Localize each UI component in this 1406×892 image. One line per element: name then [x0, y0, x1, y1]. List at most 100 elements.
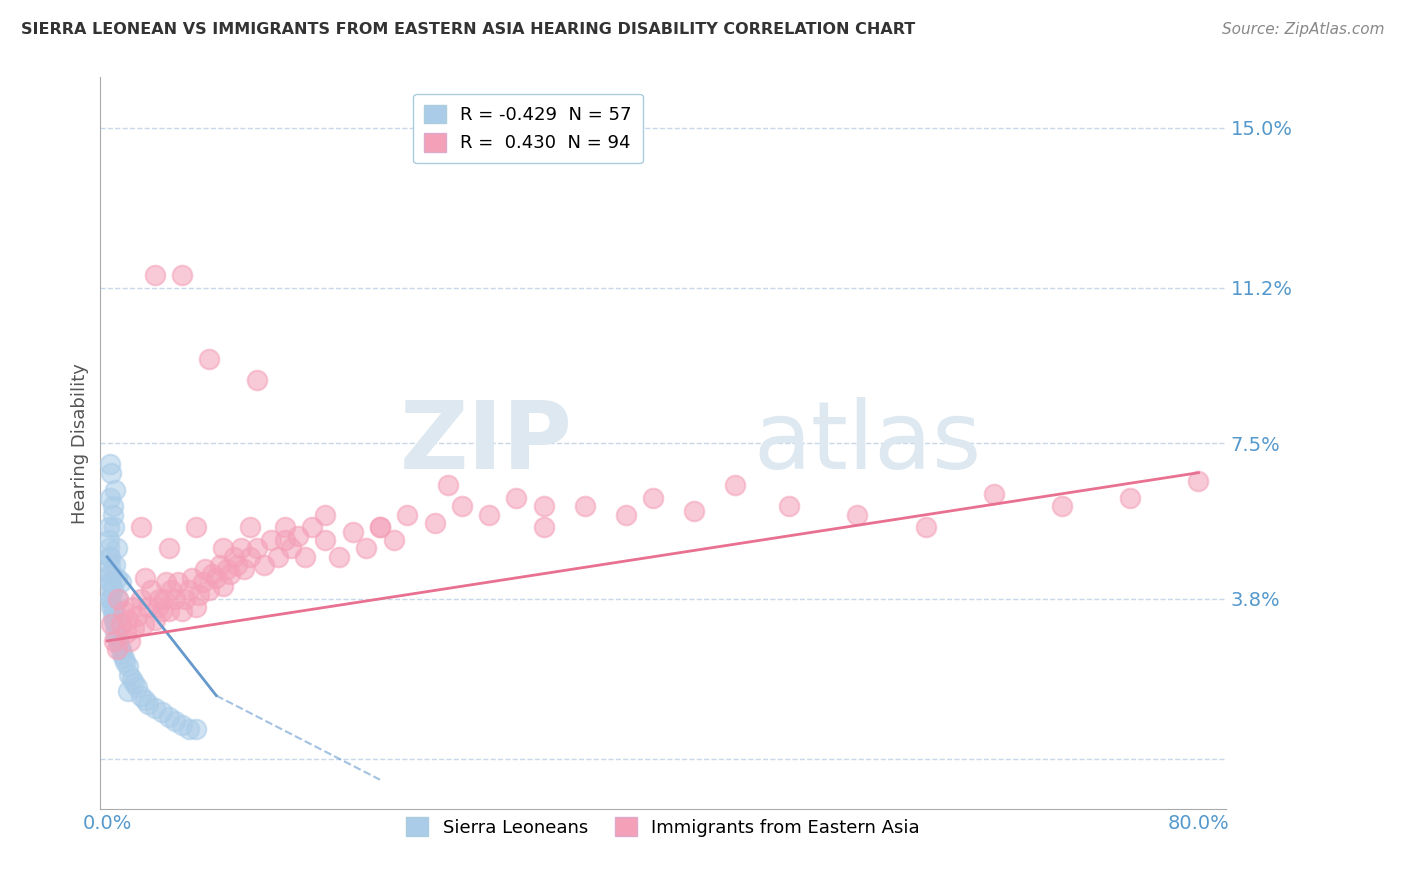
Point — [105, 541, 128, 556]
Point — [172, 605, 194, 619]
Point — [107, 591, 129, 606]
Point — [328, 549, 350, 564]
Point — [222, 549, 245, 564]
Point — [134, 571, 156, 585]
Point — [180, 571, 202, 585]
Point — [505, 491, 527, 505]
Point — [157, 541, 180, 556]
Point — [396, 508, 419, 522]
Point — [846, 508, 869, 522]
Point — [103, 605, 125, 619]
Point — [100, 600, 122, 615]
Point — [124, 676, 146, 690]
Point — [104, 625, 127, 640]
Point — [97, 541, 120, 556]
Point — [136, 697, 159, 711]
Point — [101, 600, 124, 615]
Point — [160, 583, 183, 598]
Point — [107, 634, 129, 648]
Point — [155, 575, 177, 590]
Y-axis label: Hearing Disability: Hearing Disability — [72, 363, 89, 524]
Point — [112, 605, 135, 619]
Point — [143, 268, 166, 282]
Point — [724, 478, 747, 492]
Point — [127, 680, 149, 694]
Point — [194, 562, 217, 576]
Point — [129, 591, 152, 606]
Point — [177, 583, 200, 598]
Point — [342, 524, 364, 539]
Point — [177, 723, 200, 737]
Point — [314, 508, 336, 522]
Point — [198, 352, 221, 367]
Point — [165, 591, 187, 606]
Point — [100, 591, 122, 606]
Text: SIERRA LEONEAN VS IMMIGRANTS FROM EASTERN ASIA HEARING DISABILITY CORRELATION CH: SIERRA LEONEAN VS IMMIGRANTS FROM EASTER… — [21, 22, 915, 37]
Point — [100, 466, 122, 480]
Point — [112, 650, 135, 665]
Point — [105, 571, 128, 585]
Point — [105, 642, 128, 657]
Point — [103, 520, 125, 534]
Point — [184, 520, 207, 534]
Point — [148, 591, 170, 606]
Point — [114, 655, 136, 669]
Point — [239, 549, 262, 564]
Point — [205, 571, 228, 585]
Point — [104, 483, 127, 497]
Point — [778, 500, 800, 514]
Point — [1187, 474, 1209, 488]
Point — [136, 600, 159, 615]
Point — [134, 693, 156, 707]
Point — [139, 583, 162, 598]
Point — [105, 630, 128, 644]
Point — [146, 600, 169, 615]
Point — [121, 600, 143, 615]
Point — [191, 575, 214, 590]
Point — [97, 520, 120, 534]
Point — [294, 549, 316, 564]
Point — [368, 520, 391, 534]
Point — [98, 549, 121, 564]
Point — [107, 591, 129, 606]
Point — [97, 533, 120, 547]
Point — [212, 579, 235, 593]
Point — [983, 487, 1005, 501]
Point — [129, 520, 152, 534]
Point — [184, 723, 207, 737]
Point — [98, 558, 121, 573]
Point — [124, 621, 146, 635]
Point — [104, 558, 127, 573]
Point — [187, 588, 209, 602]
Point — [100, 566, 122, 581]
Point — [101, 508, 124, 522]
Point — [266, 549, 288, 564]
Point — [914, 520, 936, 534]
Point — [104, 617, 127, 632]
Point — [100, 575, 122, 590]
Point — [533, 520, 555, 534]
Point — [150, 706, 173, 720]
Point — [165, 714, 187, 728]
Point — [614, 508, 637, 522]
Point — [101, 500, 124, 514]
Point — [314, 533, 336, 547]
Point — [450, 500, 472, 514]
Point — [574, 500, 596, 514]
Point — [110, 617, 132, 632]
Point — [232, 562, 254, 576]
Point — [239, 520, 262, 534]
Point — [229, 541, 252, 556]
Point — [117, 659, 139, 673]
Point — [198, 583, 221, 598]
Point — [172, 268, 194, 282]
Point — [153, 591, 176, 606]
Point — [111, 647, 134, 661]
Point — [1119, 491, 1142, 505]
Point — [246, 373, 269, 387]
Point — [246, 541, 269, 556]
Point — [118, 667, 141, 681]
Point — [217, 562, 239, 576]
Point — [100, 617, 122, 632]
Point — [98, 591, 121, 606]
